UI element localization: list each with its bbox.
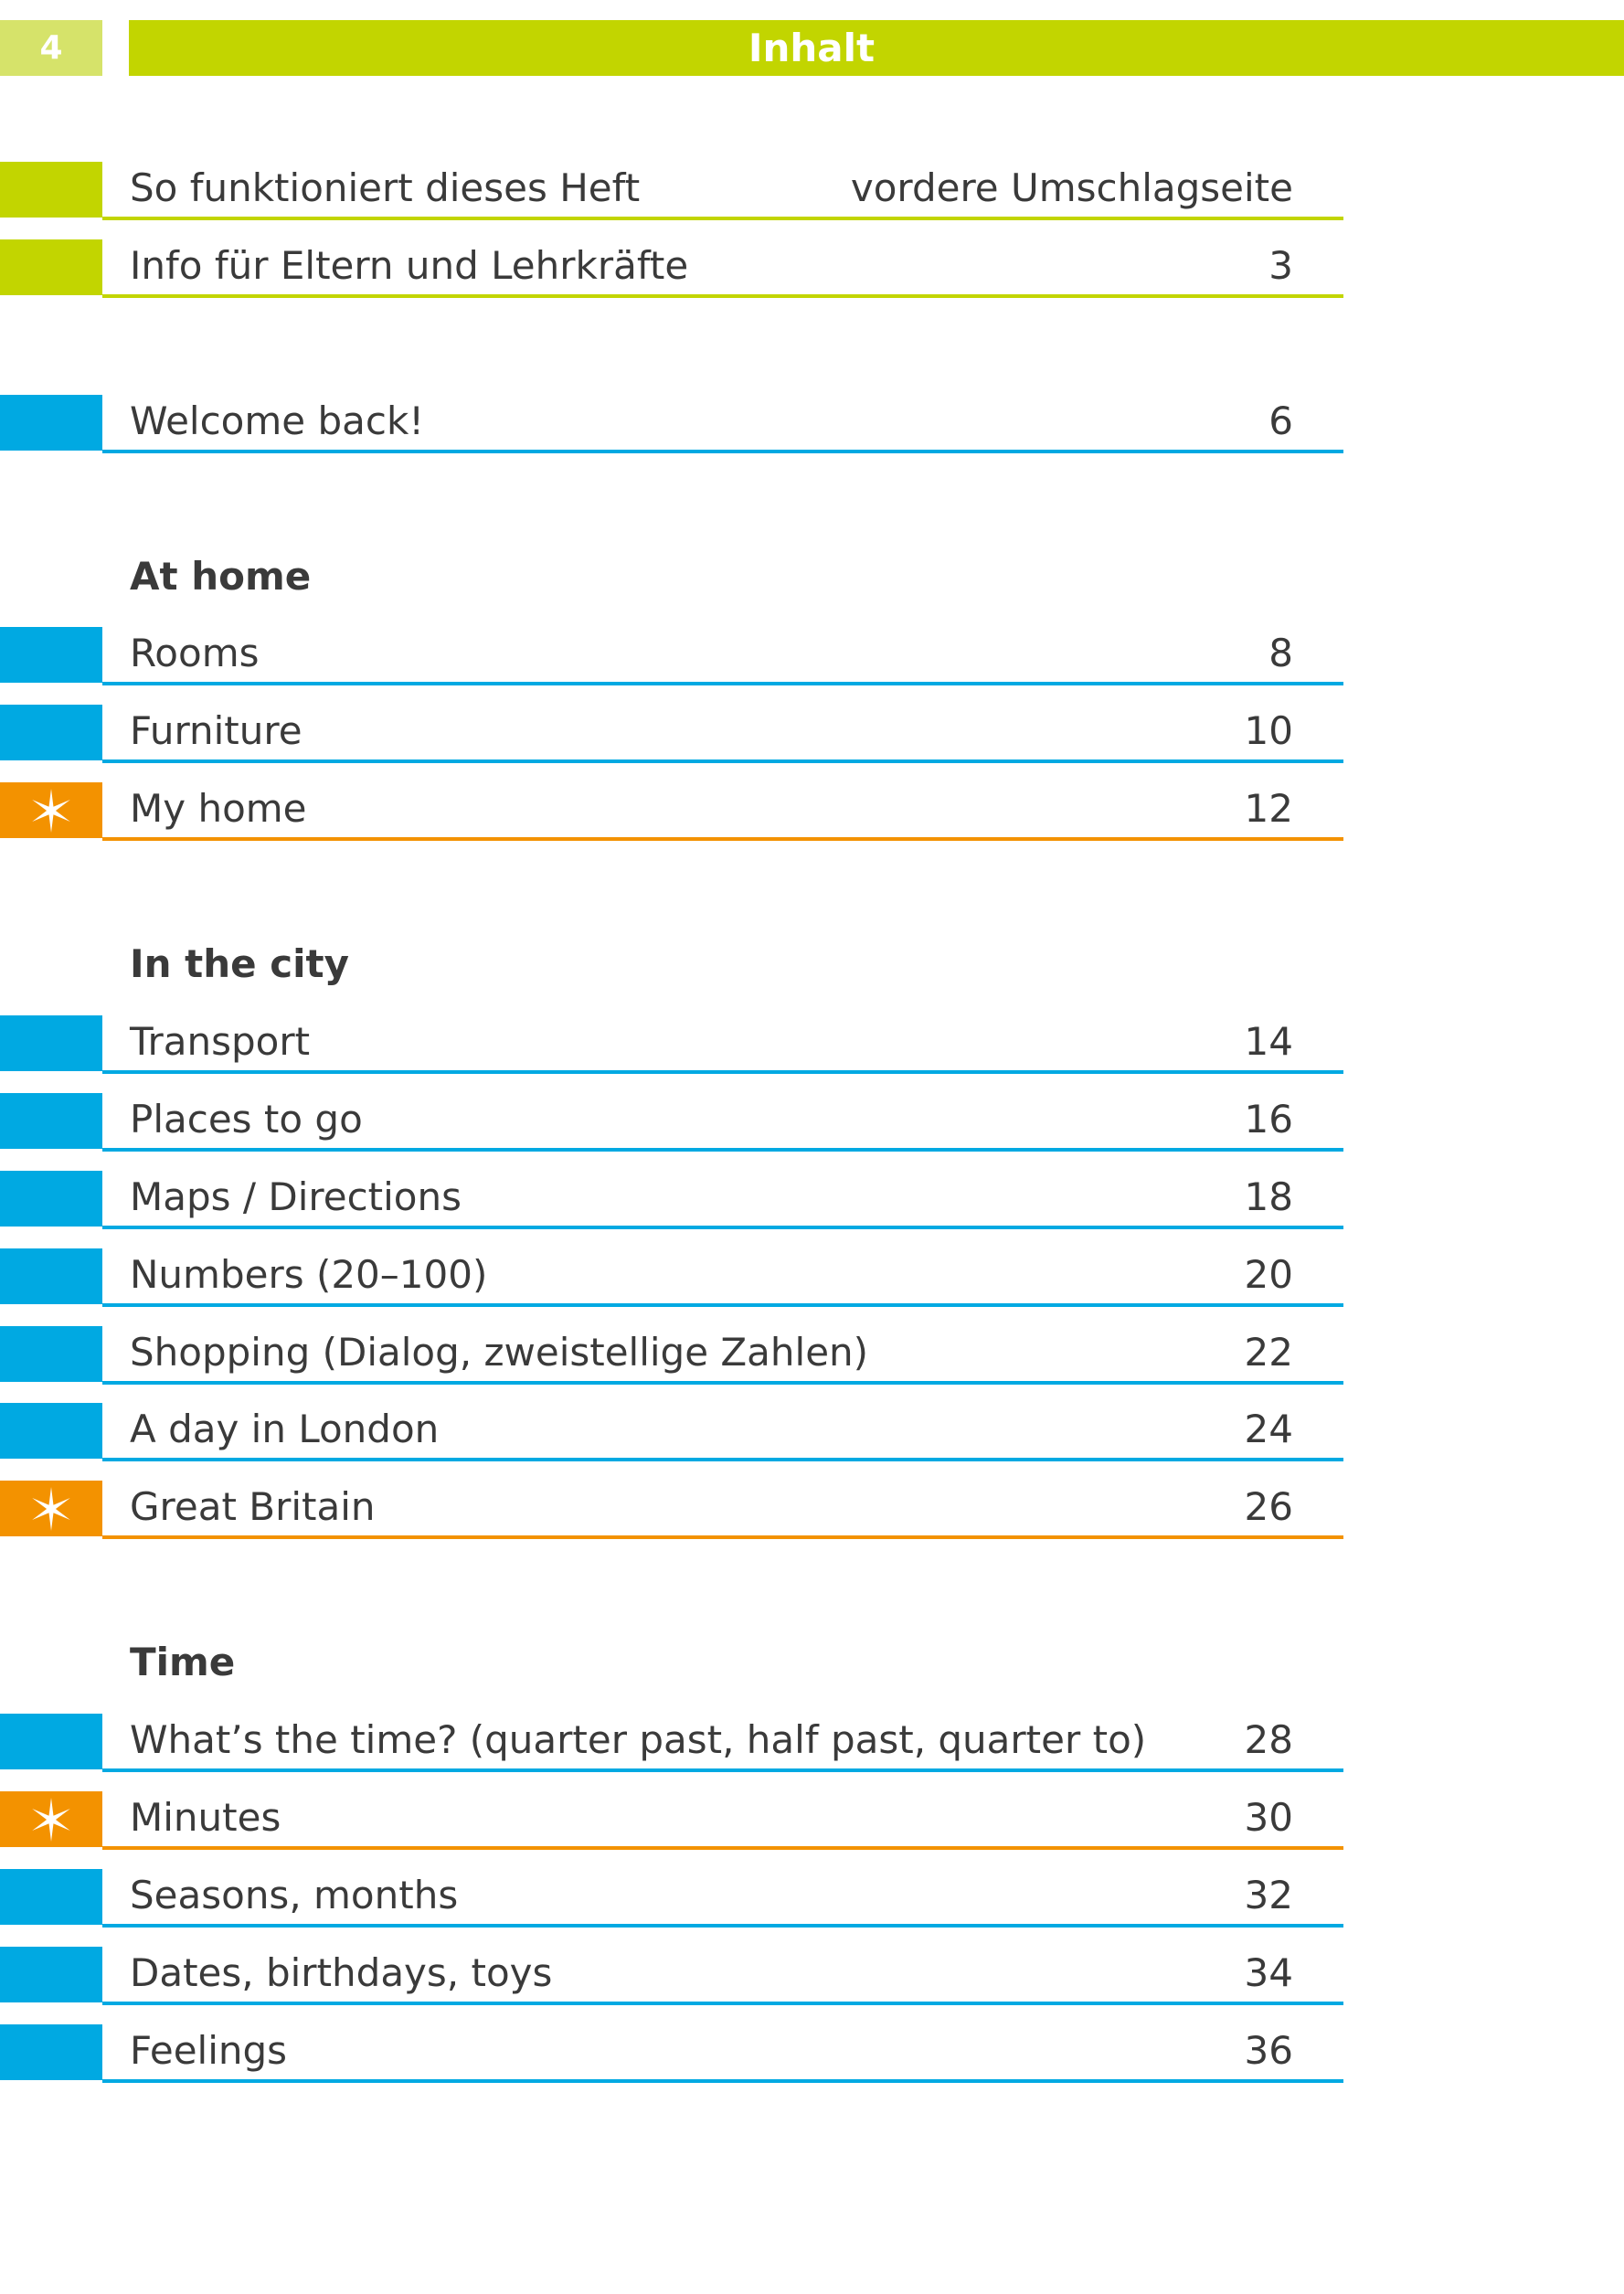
row-marker xyxy=(0,1325,102,1382)
title-bar xyxy=(129,20,1624,76)
entry-page: 10 xyxy=(1244,708,1293,754)
row-marker xyxy=(0,1946,102,2002)
entry-page: 32 xyxy=(1244,1872,1293,1917)
underline xyxy=(102,1302,1343,1307)
entry-page: 36 xyxy=(1244,2027,1293,2073)
underline xyxy=(102,1923,1343,1928)
entry-label: Numbers (20–100) xyxy=(130,1251,488,1297)
entry-label: A day in London xyxy=(130,1407,440,1452)
row-marker xyxy=(0,1714,102,1769)
entry-label: Transport xyxy=(130,1018,311,1064)
entry-label: Rooms xyxy=(130,631,260,676)
page-number: 4 xyxy=(0,20,102,76)
underline xyxy=(102,293,1343,298)
entry-label: Dates, birthdays, toys xyxy=(130,1949,553,1995)
entry-page: 12 xyxy=(1244,786,1293,832)
entry-page: 20 xyxy=(1244,1251,1293,1297)
section-heading: At home xyxy=(130,553,312,599)
underline xyxy=(102,449,1343,453)
entry-page: 8 xyxy=(1268,631,1293,676)
row-marker xyxy=(0,1248,102,1304)
underline xyxy=(102,2078,1343,2083)
row-marker xyxy=(0,1170,102,1227)
row-marker xyxy=(0,627,102,684)
title: Inhalt xyxy=(748,26,876,70)
entry-label: Maps / Directions xyxy=(130,1174,462,1219)
underline xyxy=(102,1535,1343,1540)
entry-label: My home xyxy=(130,786,307,832)
entry-page: 18 xyxy=(1244,1174,1293,1219)
entry-page: 34 xyxy=(1244,1949,1293,1995)
entry-page: vordere Umschlagseite xyxy=(850,165,1293,210)
star-icon xyxy=(32,1487,70,1532)
row-marker xyxy=(0,1092,102,1149)
entry-page: 28 xyxy=(1244,1717,1293,1762)
underline xyxy=(102,1069,1343,1074)
entry-page: 30 xyxy=(1244,1794,1293,1840)
entry-label: Seasons, months xyxy=(130,1872,459,1917)
underline xyxy=(102,1845,1343,1850)
row-marker xyxy=(0,705,102,761)
underline xyxy=(102,682,1343,686)
row-marker xyxy=(0,1403,102,1460)
entry-page: 14 xyxy=(1244,1018,1293,1064)
row-marker xyxy=(0,1014,102,1071)
star-icon xyxy=(32,1797,70,1842)
entry-page: 3 xyxy=(1268,242,1293,288)
entry-label: Minutes xyxy=(130,1794,281,1840)
underline xyxy=(102,217,1343,220)
underline xyxy=(102,1147,1343,1152)
underline xyxy=(102,2001,1343,2005)
entry-label: Info für Eltern und Lehrkräfte xyxy=(130,242,689,288)
row-marker xyxy=(0,239,102,295)
entry-label: Feelings xyxy=(130,2027,288,2073)
entry-label: Places to go xyxy=(130,1096,363,1142)
entry-label: Welcome back! xyxy=(130,398,425,443)
entry-page: 6 xyxy=(1268,398,1293,443)
entry-page: 22 xyxy=(1244,1329,1293,1375)
underline xyxy=(102,1768,1343,1772)
entry-label: Furniture xyxy=(130,708,303,754)
underline xyxy=(102,837,1343,842)
entry-page: 24 xyxy=(1244,1407,1293,1452)
underline xyxy=(102,759,1343,764)
row-marker xyxy=(0,2023,102,2080)
row-marker xyxy=(0,1868,102,1925)
underline xyxy=(102,1380,1343,1385)
section-heading: Time xyxy=(130,1640,236,1685)
row-marker xyxy=(0,162,102,218)
entry-label: What’s the time? (quarter past, half pas… xyxy=(130,1717,1147,1762)
star-icon xyxy=(32,789,70,834)
entry-label: Great Britain xyxy=(130,1484,376,1530)
section-heading: In the city xyxy=(130,941,349,986)
entry-page: 26 xyxy=(1244,1484,1293,1530)
row-marker xyxy=(0,394,102,451)
underline xyxy=(102,1225,1343,1229)
entry-label: Shopping (Dialog, zweistellige Zahlen) xyxy=(130,1329,869,1375)
entry-label: So funktioniert dieses Heft xyxy=(130,165,641,210)
underline xyxy=(102,1458,1343,1462)
entry-page: 16 xyxy=(1244,1096,1293,1142)
